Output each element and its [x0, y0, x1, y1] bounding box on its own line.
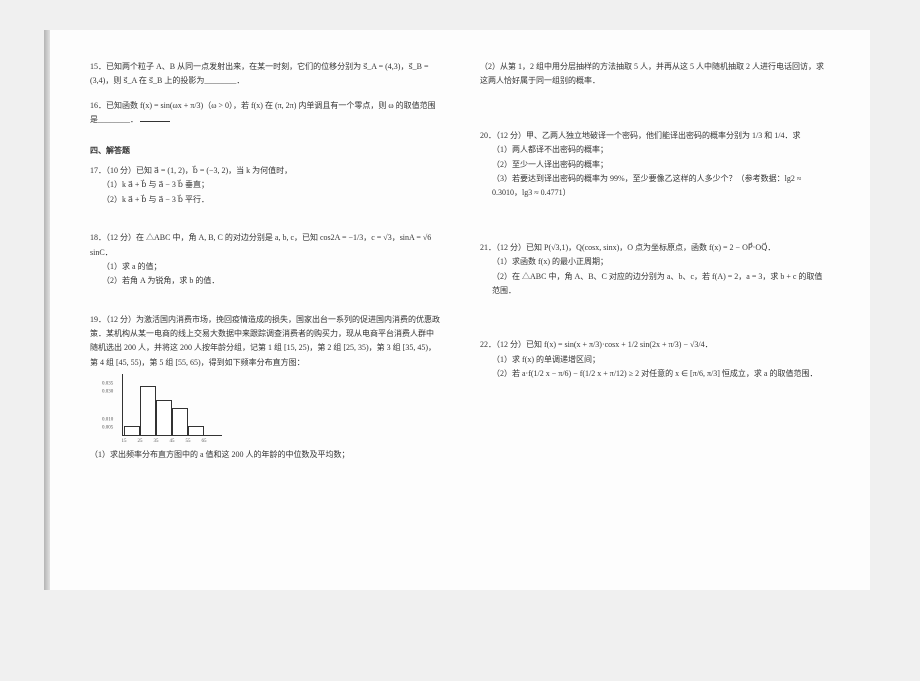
q18-p2: （2）若角 A 为锐角，求 b 的值． [90, 274, 440, 288]
hist-bar [172, 408, 188, 436]
hist-xlabel: 65 [202, 437, 207, 446]
hist-y-axis [122, 374, 123, 436]
q21-stem: 21．（12 分）已知 P(√3,1)，Q(cosx, sinx)，O 点为坐标… [480, 241, 830, 255]
q18-stem: 18．（12 分）在 △ABC 中，角 A, B, C 的对边分别是 a, b,… [90, 231, 440, 260]
hist-xlabel: 35 [154, 437, 159, 446]
q22-stem: 22．（12 分）已知 f(x) = sin(x + π/3)·cosx + 1… [480, 338, 830, 352]
q20-p3: （3）若要达到译出密码的概率为 99%，至少要像乙这样的人多少个？（参考数据：l… [480, 172, 830, 201]
exam-page: 15．已知两个粒子 A、B 从同一点发射出来，在某一时刻，它们的位移分别为 s⃗… [50, 30, 870, 590]
hist-ylabel: 0.005 [102, 424, 113, 433]
hist-xlabel: 45 [170, 437, 175, 446]
q22-p1: （1）求 f(x) 的单调递增区间； [480, 353, 830, 367]
q19-p1: （1）求出频率分布直方图中的 a 值和这 200 人的年龄的中位数及平均数； [90, 448, 440, 462]
frequency-histogram: 0.0350.0300.0100.005 152535455565 [102, 374, 222, 444]
hist-ylabel: 0.030 [102, 388, 113, 397]
question-20: 20．（12 分）甲、乙两人独立地破译一个密码，他们能译出密码的概率分别为 1/… [480, 129, 830, 201]
blank-line [140, 113, 170, 122]
hist-bar [140, 386, 156, 436]
question-16: 16．已知函数 f(x) = sin(ωx + π/3)（ω > 0），若 f(… [90, 99, 440, 128]
hist-bar [188, 426, 204, 436]
q21-p2: （2）在 △ABC 中，角 A、B、C 对应的边分别为 a、b、c，若 f(A)… [480, 270, 830, 299]
q17-stem: 17．（10 分）已知 a⃗ = (1, 2)，b⃗ = (−3, 2)，当 k… [90, 164, 440, 178]
q17-p1: （1）k a⃗ + b⃗ 与 a⃗ − 3 b⃗ 垂直； [90, 178, 440, 192]
q22-p2: （2）若 a·f(1/2 x − π/6) − f(1/2 x + π/12) … [480, 367, 830, 381]
hist-xlabel: 25 [138, 437, 143, 446]
question-21: 21．（12 分）已知 P(√3,1)，Q(cosx, sinx)，O 点为坐标… [480, 241, 830, 299]
hist-bar [124, 426, 140, 436]
question-22: 22．（12 分）已知 f(x) = sin(x + π/3)·cosx + 1… [480, 338, 830, 381]
q20-stem: 20．（12 分）甲、乙两人独立地破译一个密码，他们能译出密码的概率分别为 1/… [480, 129, 830, 143]
question-19-part2: （2）从第 1，2 组中用分层抽样的方法抽取 5 人，并再从这 5 人中随机抽取… [480, 60, 830, 89]
q19-stem: 19．（12 分）为激活国内消费市场，挽回疫情造成的损失，国家出台一系列的促进国… [90, 313, 440, 371]
q18-p1: （1）求 a 的值； [90, 260, 440, 274]
hist-xlabel: 55 [186, 437, 191, 446]
left-column: 15．已知两个粒子 A、B 从同一点发射出来，在某一时刻，它们的位移分别为 s⃗… [90, 60, 440, 560]
hist-xlabel: 15 [122, 437, 127, 446]
section-4-title: 四、解答题 [90, 144, 440, 158]
q20-p2: （2）至少一人译出密码的概率； [480, 158, 830, 172]
q19-p2-text: （2）从第 1，2 组中用分层抽样的方法抽取 5 人，并再从这 5 人中随机抽取… [480, 62, 824, 85]
q20-p1: （1）两人都译不出密码的概率； [480, 143, 830, 157]
right-column: （2）从第 1，2 组中用分层抽样的方法抽取 5 人，并再从这 5 人中随机抽取… [480, 60, 830, 560]
q17-p2: （2）k a⃗ + b⃗ 与 a⃗ − 3 b⃗ 平行． [90, 193, 440, 207]
q15-text: 15．已知两个粒子 A、B 从同一点发射出来，在某一时刻，它们的位移分别为 s⃗… [90, 62, 428, 85]
question-15: 15．已知两个粒子 A、B 从同一点发射出来，在某一时刻，它们的位移分别为 s⃗… [90, 60, 440, 89]
question-18: 18．（12 分）在 △ABC 中，角 A, B, C 的对边分别是 a, b,… [90, 231, 440, 289]
question-19: 19．（12 分）为激活国内消费市场，挽回疫情造成的损失，国家出台一系列的促进国… [90, 313, 440, 463]
hist-bar [156, 400, 172, 436]
question-17: 17．（10 分）已知 a⃗ = (1, 2)，b⃗ = (−3, 2)，当 k… [90, 164, 440, 207]
q21-p1: （1）求函数 f(x) 的最小正周期； [480, 255, 830, 269]
